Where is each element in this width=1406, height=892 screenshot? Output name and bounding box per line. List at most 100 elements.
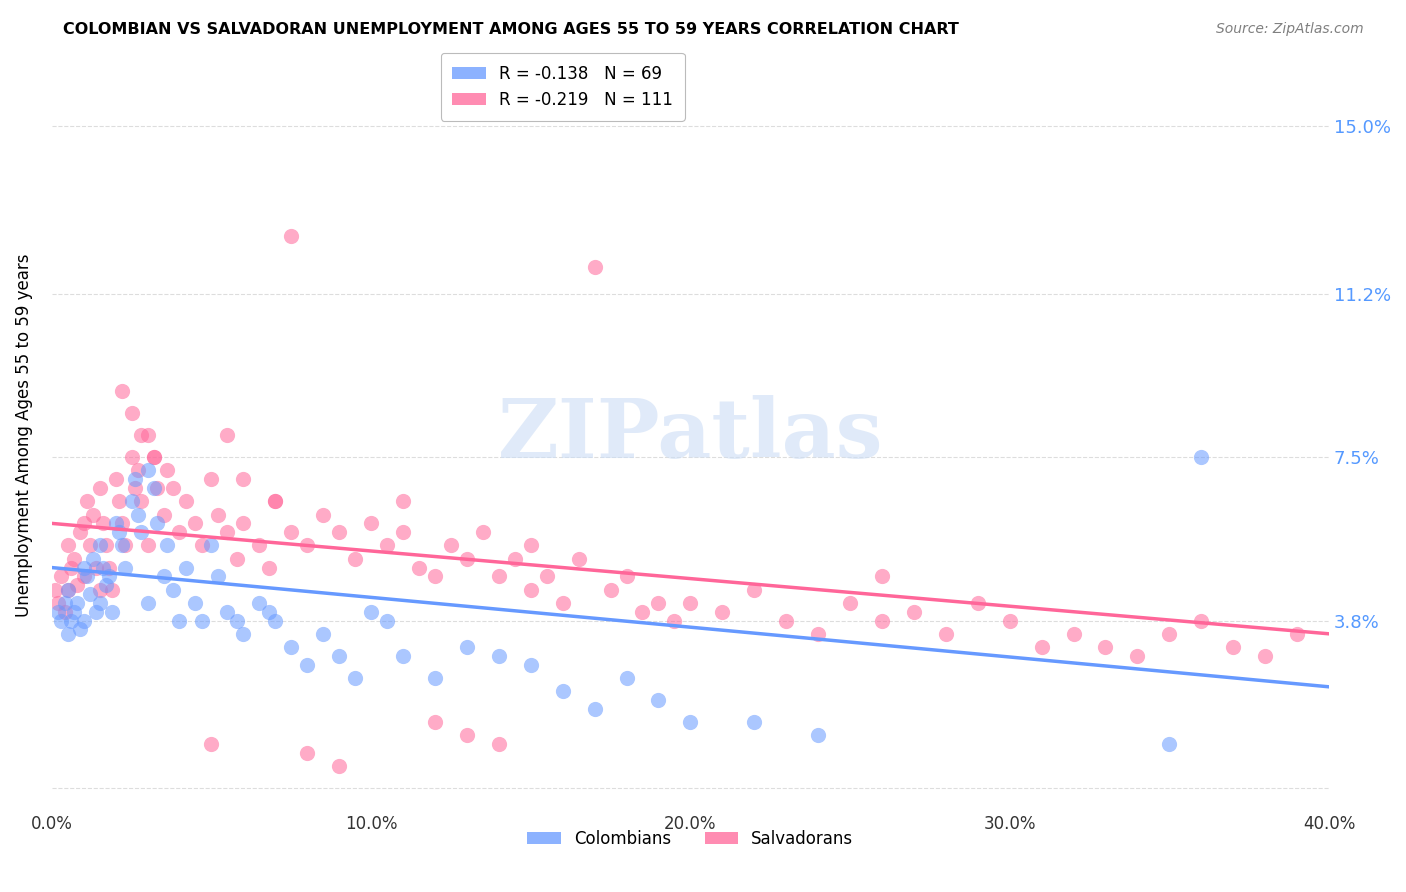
Point <box>679 715 702 730</box>
Point <box>247 596 270 610</box>
Point <box>616 569 638 583</box>
Point <box>121 450 143 464</box>
Point <box>136 428 159 442</box>
Point <box>114 539 136 553</box>
Point <box>360 516 382 531</box>
Point <box>360 605 382 619</box>
Point <box>156 463 179 477</box>
Point <box>264 494 287 508</box>
Point <box>679 596 702 610</box>
Point <box>295 746 318 760</box>
Point <box>44 582 66 597</box>
Point <box>136 596 159 610</box>
Point <box>1031 640 1053 654</box>
Point <box>129 525 152 540</box>
Point <box>664 614 686 628</box>
Point <box>551 596 574 610</box>
Point <box>146 516 169 531</box>
Point <box>807 728 830 742</box>
Point <box>1254 648 1277 663</box>
Point <box>156 539 179 553</box>
Point <box>375 539 398 553</box>
Point <box>53 596 76 610</box>
Point <box>89 582 111 597</box>
Point <box>519 539 541 553</box>
Point <box>903 605 925 619</box>
Point <box>408 560 430 574</box>
Point <box>121 494 143 508</box>
Point <box>344 551 367 566</box>
Point <box>295 657 318 672</box>
Point <box>91 516 114 531</box>
Point <box>870 569 893 583</box>
Point <box>647 596 669 610</box>
Point <box>711 605 734 619</box>
Point <box>162 582 184 597</box>
Point <box>344 671 367 685</box>
Point <box>146 481 169 495</box>
Point <box>91 560 114 574</box>
Point <box>647 693 669 707</box>
Point <box>127 463 149 477</box>
Point <box>184 596 207 610</box>
Point <box>423 569 446 583</box>
Point <box>129 494 152 508</box>
Point <box>51 569 73 583</box>
Point <box>807 627 830 641</box>
Point <box>226 614 249 628</box>
Point <box>107 494 129 508</box>
Point <box>69 623 91 637</box>
Point <box>73 569 96 583</box>
Point <box>423 715 446 730</box>
Point <box>232 516 254 531</box>
Point <box>152 508 174 522</box>
Point <box>63 551 86 566</box>
Point <box>111 516 134 531</box>
Point <box>98 560 121 574</box>
Point <box>56 582 79 597</box>
Point <box>328 648 350 663</box>
Point <box>86 605 108 619</box>
Point <box>104 472 127 486</box>
Point <box>200 737 222 751</box>
Point <box>63 605 86 619</box>
Point <box>124 481 146 495</box>
Point <box>142 450 165 464</box>
Legend: Colombians, Salvadorans: Colombians, Salvadorans <box>520 823 860 855</box>
Point <box>104 516 127 531</box>
Point <box>89 539 111 553</box>
Point <box>488 737 510 751</box>
Point <box>568 551 591 566</box>
Point <box>46 605 69 619</box>
Point <box>162 481 184 495</box>
Point <box>616 671 638 685</box>
Point <box>1094 640 1116 654</box>
Point <box>1189 450 1212 464</box>
Point <box>551 684 574 698</box>
Text: ZIPatlas: ZIPatlas <box>498 395 883 475</box>
Point <box>129 428 152 442</box>
Point <box>76 569 98 583</box>
Point <box>742 715 765 730</box>
Point <box>94 539 117 553</box>
Point <box>264 494 287 508</box>
Point <box>79 539 101 553</box>
Point <box>114 560 136 574</box>
Point <box>392 525 415 540</box>
Point <box>86 560 108 574</box>
Point <box>440 539 463 553</box>
Point <box>312 627 335 641</box>
Point <box>226 551 249 566</box>
Point <box>200 472 222 486</box>
Point <box>66 578 89 592</box>
Point <box>503 551 526 566</box>
Point <box>583 702 606 716</box>
Point <box>775 614 797 628</box>
Point <box>1063 627 1085 641</box>
Point <box>73 560 96 574</box>
Point <box>280 640 302 654</box>
Point <box>136 539 159 553</box>
Point <box>111 539 134 553</box>
Point <box>56 539 79 553</box>
Point <box>519 657 541 672</box>
